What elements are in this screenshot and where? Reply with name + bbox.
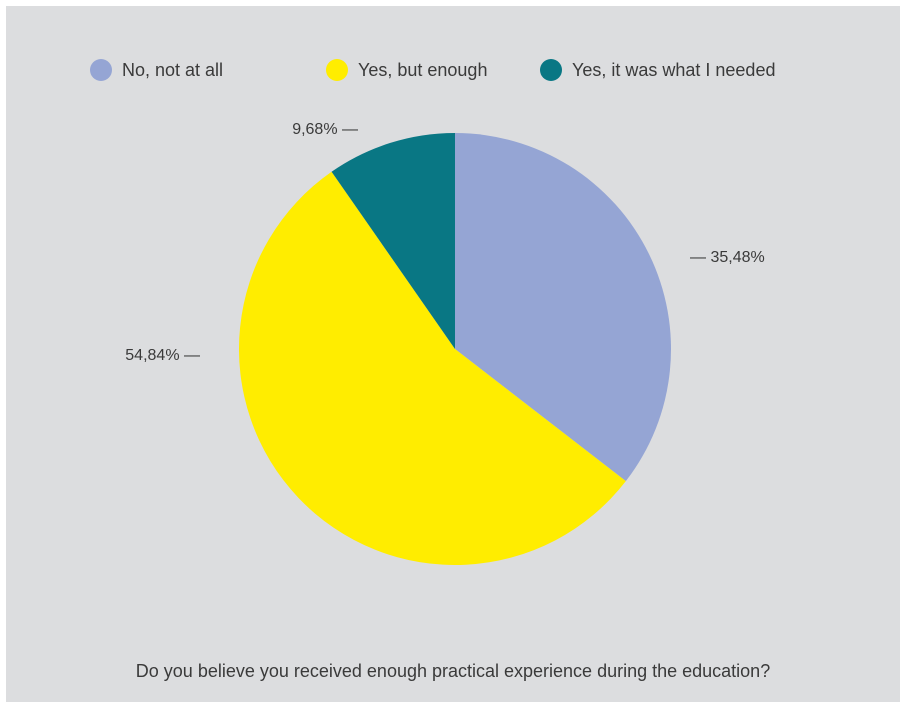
slice-yes-enough bbox=[238, 171, 626, 566]
legend-swatch-yes-needed bbox=[540, 59, 562, 81]
legend-swatch-yes-enough bbox=[326, 59, 348, 81]
legend-item-yes-needed: Yes, it was what I needed bbox=[540, 56, 775, 84]
legend-label-yes-needed: Yes, it was what I needed bbox=[572, 59, 776, 80]
legend-swatch-no bbox=[90, 59, 112, 81]
legend-item-yes-enough: Yes, but enough bbox=[326, 56, 487, 84]
slice-yes-needed bbox=[331, 133, 455, 349]
slice-yes-enough-label: 54,84% — bbox=[125, 347, 200, 364]
chart-panel: No, not at all Yes, but enough Yes, it w… bbox=[6, 6, 900, 702]
legend: No, not at all Yes, but enough Yes, it w… bbox=[6, 56, 900, 86]
slice-no-label: — 35,48% bbox=[690, 249, 765, 266]
slice-yes-needed-label: 9,68% — bbox=[292, 121, 358, 138]
slice-no bbox=[455, 133, 671, 482]
legend-label-no: No, not at all bbox=[122, 59, 224, 80]
pie-chart: — 35,48% 54,84% — 9,68% — bbox=[125, 121, 765, 566]
legend-item-no: No, not at all bbox=[90, 56, 223, 84]
chart-caption: Do you believe you received enough pract… bbox=[135, 661, 771, 681]
legend-label-yes-enough: Yes, but enough bbox=[358, 59, 488, 80]
